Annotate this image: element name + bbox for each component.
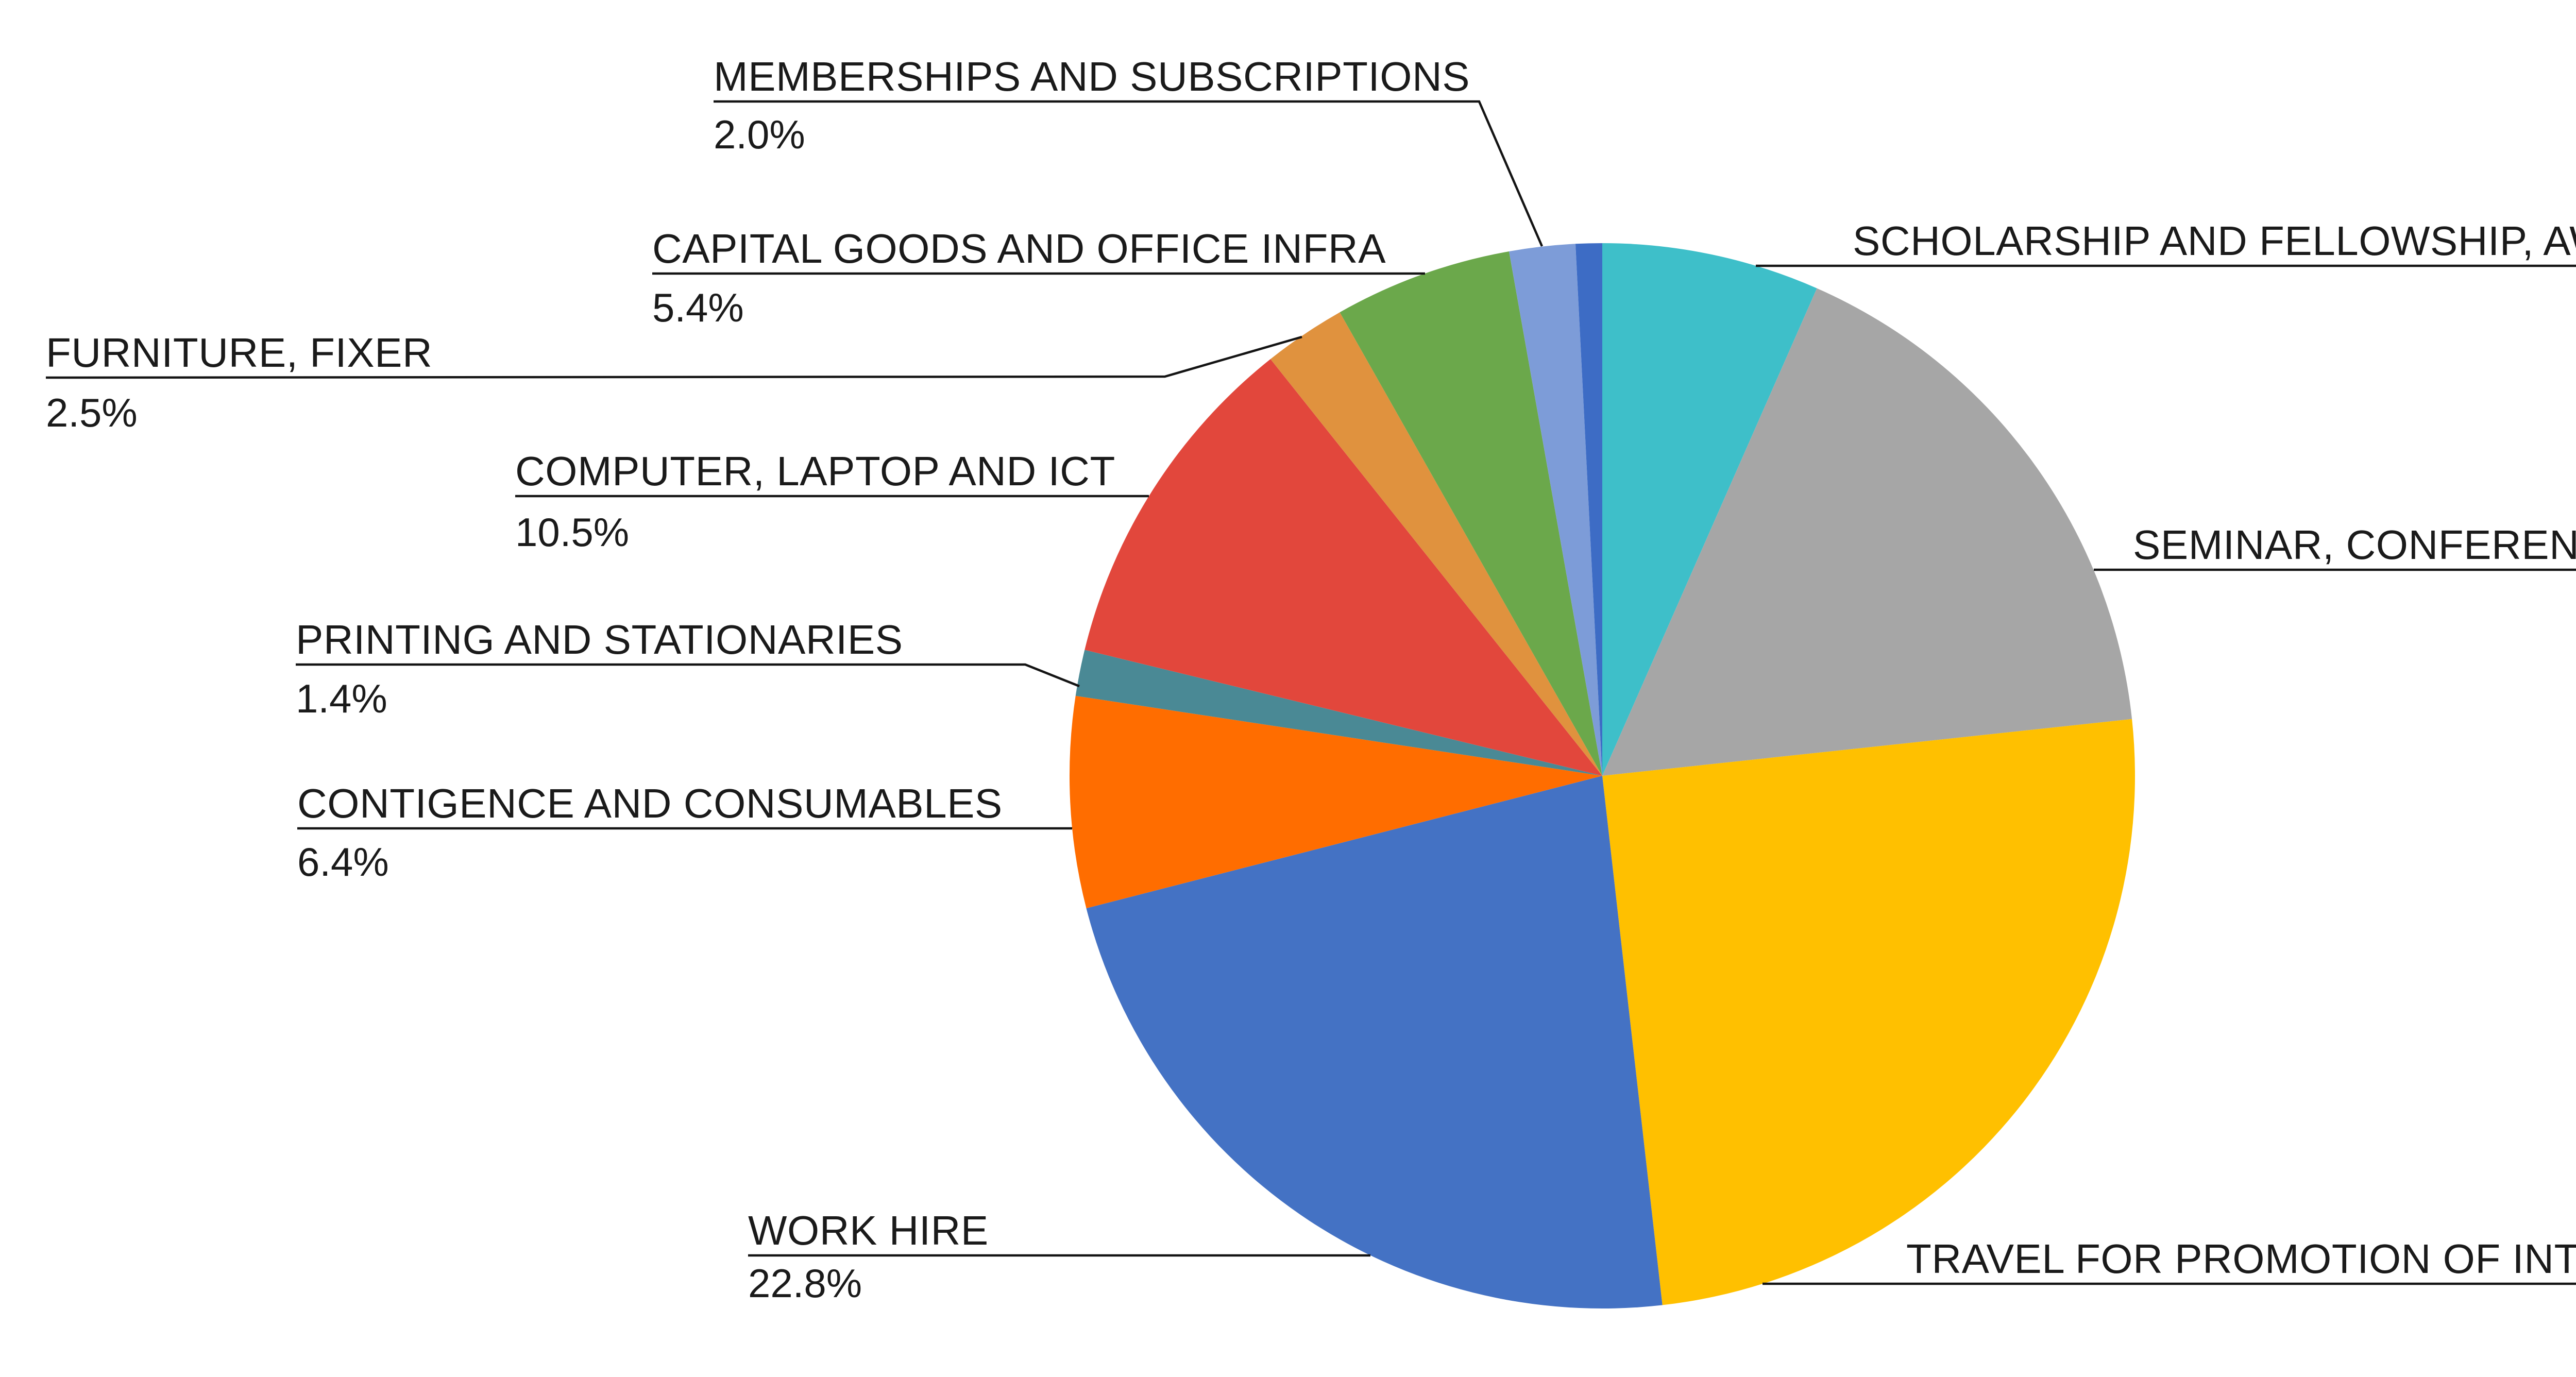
slice-label-contigence: CONTIGENCE AND CONSUMABLES: [297, 780, 1003, 826]
slice-pct-capital-goods: 5.4%: [652, 285, 744, 330]
pie-slice-capital-goods[interactable]: [1340, 251, 1603, 776]
leader-line-furniture: [45, 335, 1302, 379]
pie-slice-work-hire[interactable]: [1086, 776, 1663, 1309]
slice-pct-computer: 10.5%: [515, 509, 630, 555]
pie-slice-printing[interactable]: [1075, 650, 1602, 776]
slice-pct-work-hire: 22.8%: [748, 1261, 862, 1306]
pie-slice-scholarship[interactable]: [1602, 243, 1817, 776]
slice-label-work-hire: WORK HIRE: [748, 1208, 989, 1253]
slice-label-memberships: MEMBERSHIPS AND SUBSCRIPTIONS: [714, 54, 1470, 99]
pie-slice-computer[interactable]: [1084, 359, 1602, 776]
slice-pct-memberships: 2.0%: [714, 112, 805, 157]
slice-label-travel: TRAVEL FOR PROMOTION OF INTERNATIONAL RE…: [1906, 1236, 2576, 1282]
slice-label-printing: PRINTING AND STATIONARIES: [296, 617, 903, 662]
slice-label-capital-goods: CAPITAL GOODS AND OFFICE INFRA: [652, 226, 1386, 271]
slice-label-computer: COMPUTER, LAPTOP AND ICT: [515, 448, 1115, 494]
slice-pct-contigence: 6.4%: [297, 839, 389, 885]
pie-slice-memberships[interactable]: [1509, 244, 1602, 776]
pie-slice-other[interactable]: [1575, 243, 1602, 776]
slice-label-seminar: SEMINAR, CONFERENCE, EVENTS AND DELE...: [2133, 522, 2576, 568]
pie-slice-seminar[interactable]: [1602, 288, 2132, 776]
slice-pct-furniture: 2.5%: [46, 390, 138, 435]
pie-slice-furniture[interactable]: [1270, 312, 1602, 776]
pie-slice-travel[interactable]: [1602, 719, 2135, 1305]
pie-slice-contigence[interactable]: [1069, 695, 1602, 909]
slice-label-furniture: FURNITURE, FIXER: [46, 330, 433, 376]
slice-label-scholarship: SCHOLARSHIP AND FELLOWSHIP, AWARDS, REWA…: [1853, 218, 2576, 264]
leader-line-printing: [296, 663, 1080, 688]
slice-pct-printing: 1.4%: [296, 676, 387, 721]
leader-line-memberships: [714, 100, 1544, 247]
